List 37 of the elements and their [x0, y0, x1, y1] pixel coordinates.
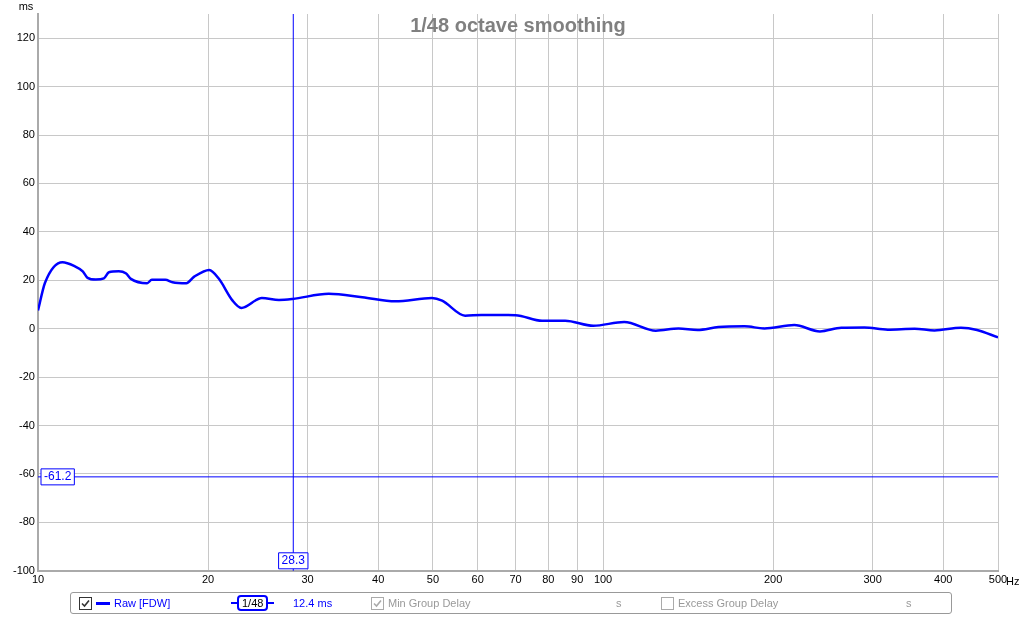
legend-label: Raw [FDW] — [114, 597, 171, 609]
x-tick-label: 30 — [301, 573, 314, 586]
x-tick-label: 10 — [31, 573, 45, 586]
y-tick-label: -40 — [19, 418, 35, 431]
x-tick-label: 40 — [372, 573, 385, 586]
y-tick-label: 120 — [16, 31, 35, 44]
text: s — [616, 597, 622, 609]
y-tick-label: -20 — [19, 370, 35, 383]
x-axis-title: Hz — [1006, 575, 1020, 588]
y-tick-label: 20 — [22, 273, 35, 286]
ref-line-label: 28.3 — [281, 553, 306, 568]
x-tick-label: 20 — [201, 573, 215, 586]
x-tick-label: 200 — [763, 573, 783, 586]
x-tick-label: 400 — [934, 573, 953, 586]
y-tick-label: 40 — [22, 224, 35, 237]
text: 12.4 ms — [293, 597, 333, 609]
y-tick-label: -60 — [19, 467, 35, 479]
y-tick-label: -100 — [12, 563, 35, 576]
y-tick-label: 80 — [22, 128, 35, 141]
y-tick-label: 100 — [16, 79, 35, 92]
y-tick-label: -80 — [19, 515, 35, 528]
x-tick-label: 100 — [593, 573, 613, 586]
x-tick-label: 300 — [863, 573, 882, 586]
y-tick-label: 0 — [28, 321, 35, 334]
chart-title: 1/48 octave smoothing — [410, 13, 626, 36]
x-tick-label: 60 — [471, 573, 484, 586]
ref-line-label: -61.2 — [44, 469, 72, 484]
x-tick-label: 500 — [988, 573, 1008, 586]
text: Excess Group Delay — [677, 596, 779, 610]
x-tick-label: 70 — [509, 573, 522, 586]
x-tick-label: 90 — [571, 573, 584, 586]
text: s — [906, 597, 912, 609]
text: Min Group Delay — [387, 596, 471, 610]
y-tick-label: 60 — [22, 176, 35, 189]
x-tick-label: 50 — [426, 573, 440, 586]
x-tick-label: 80 — [542, 573, 555, 586]
y-axis-title: ms — [18, 0, 34, 12]
